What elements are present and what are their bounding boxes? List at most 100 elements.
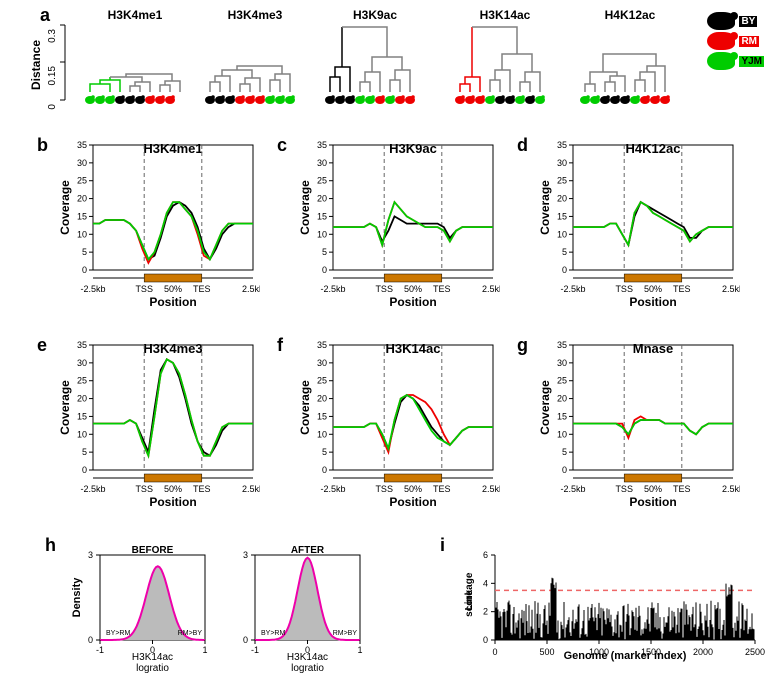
svg-text:4: 4 <box>483 578 488 588</box>
svg-text:BY>RM: BY>RM <box>106 630 130 637</box>
panel-e-label: e <box>37 335 47 356</box>
svg-text:50%: 50% <box>644 284 662 294</box>
svg-text:TES: TES <box>193 484 211 494</box>
svg-text:35: 35 <box>77 340 87 350</box>
density-after: AFTER03-101BY>RMRM>BYH3K14aclogratio <box>225 545 385 695</box>
svg-text:AFTER: AFTER <box>291 545 325 556</box>
svg-text:15: 15 <box>77 411 87 421</box>
svg-text:10: 10 <box>317 229 327 239</box>
svg-text:5: 5 <box>322 247 327 257</box>
svg-text:5: 5 <box>562 447 567 457</box>
svg-text:TSS: TSS <box>375 484 393 494</box>
svg-text:50%: 50% <box>404 284 422 294</box>
svg-text:Coverage: Coverage <box>58 180 72 235</box>
svg-text:-2.5kb: -2.5kb <box>560 484 585 494</box>
dendrogram-3 <box>450 22 560 117</box>
svg-text:10: 10 <box>77 229 87 239</box>
svg-text:TES: TES <box>433 284 451 294</box>
dendrogram-0 <box>80 22 190 117</box>
svg-text:2.5kb: 2.5kb <box>242 484 260 494</box>
svg-text:6: 6 <box>483 550 488 560</box>
svg-text:-1: -1 <box>96 645 104 655</box>
dendro-title-3: H3K14ac <box>455 8 555 22</box>
svg-text:0: 0 <box>322 465 327 475</box>
svg-text:0.3: 0.3 <box>47 29 58 43</box>
svg-text:30: 30 <box>77 158 87 168</box>
dendrogram-2 <box>320 22 430 117</box>
svg-text:H3K4me3: H3K4me3 <box>143 341 202 356</box>
svg-text:15: 15 <box>77 211 87 221</box>
panel-g-label: g <box>517 335 528 356</box>
svg-text:20: 20 <box>77 194 87 204</box>
svg-text:H4K12ac: H4K12ac <box>626 141 681 156</box>
svg-text:0.15: 0.15 <box>47 66 58 86</box>
svg-text:3: 3 <box>243 550 248 560</box>
svg-text:Position: Position <box>149 495 196 509</box>
svg-text:0: 0 <box>82 265 87 275</box>
svg-text:Position: Position <box>389 295 436 309</box>
svg-text:2000: 2000 <box>693 647 713 657</box>
svg-text:RM>BY: RM>BY <box>178 630 203 637</box>
strain-legend: BY RM YJM <box>707 12 764 72</box>
svg-text:0: 0 <box>322 265 327 275</box>
svg-text:H3K14ac: H3K14ac <box>386 341 441 356</box>
svg-text:0: 0 <box>47 104 58 110</box>
svg-text:30: 30 <box>317 358 327 368</box>
svg-text:5: 5 <box>82 247 87 257</box>
dendro-title-4: H4K12ac <box>580 8 680 22</box>
svg-text:25: 25 <box>557 176 567 186</box>
svg-text:35: 35 <box>557 140 567 150</box>
coverage-plot-b: bH3K4me105101520253035Coverage-2.5kbTSS5… <box>55 135 260 330</box>
svg-text:Position: Position <box>389 495 436 509</box>
svg-text:20: 20 <box>77 394 87 404</box>
svg-text:RM>BY: RM>BY <box>333 630 358 637</box>
svg-text:-2.5kb: -2.5kb <box>80 484 105 494</box>
svg-text:35: 35 <box>557 340 567 350</box>
svg-text:20: 20 <box>317 194 327 204</box>
svg-text:H3K9ac: H3K9ac <box>389 141 437 156</box>
svg-text:30: 30 <box>557 158 567 168</box>
svg-text:0: 0 <box>562 265 567 275</box>
coverage-plot-g: gMnase05101520253035Coverage-2.5kbTSS50%… <box>535 335 740 530</box>
panel-h-label: h <box>45 535 56 556</box>
svg-text:logratio: logratio <box>136 663 169 674</box>
svg-text:H3K14ac: H3K14ac <box>287 652 328 663</box>
svg-text:10: 10 <box>557 229 567 239</box>
svg-text:BY>RM: BY>RM <box>261 630 285 637</box>
svg-text:0: 0 <box>562 465 567 475</box>
svg-text:10: 10 <box>77 429 87 439</box>
svg-text:35: 35 <box>317 340 327 350</box>
yjm-icon <box>707 52 735 70</box>
svg-text:25: 25 <box>77 376 87 386</box>
svg-text:-2.5kb: -2.5kb <box>320 284 345 294</box>
svg-text:Mnase: Mnase <box>633 341 673 356</box>
svg-text:TSS: TSS <box>615 284 633 294</box>
svg-text:H3K14ac: H3K14ac <box>132 652 173 663</box>
svg-text:35: 35 <box>77 140 87 150</box>
coverage-plot-c: cH3K9ac05101520253035Coverage-2.5kbTSS50… <box>295 135 500 330</box>
svg-text:BEFORE: BEFORE <box>132 545 174 556</box>
linkage-plot: 024605001000150020002500LinkagescoreGeno… <box>460 545 784 695</box>
svg-text:-2.5kb: -2.5kb <box>560 284 585 294</box>
yjm-label: YJM <box>739 56 764 67</box>
coverage-plot-f: fH3K14ac05101520253035Coverage-2.5kbTSS5… <box>295 335 500 530</box>
svg-text:50%: 50% <box>164 284 182 294</box>
dendrogram-4 <box>575 22 685 117</box>
svg-text:2500: 2500 <box>745 647 765 657</box>
panel-i-label: i <box>440 535 445 556</box>
svg-text:50%: 50% <box>644 484 662 494</box>
rm-label: RM <box>739 36 759 47</box>
rm-icon <box>707 32 735 50</box>
svg-text:30: 30 <box>557 358 567 368</box>
svg-text:Distance: Distance <box>30 40 43 90</box>
svg-text:TSS: TSS <box>615 484 633 494</box>
svg-text:0: 0 <box>492 647 497 657</box>
coverage-plot-e: eH3K4me305101520253035Coverage-2.5kbTSS5… <box>55 335 260 530</box>
svg-text:15: 15 <box>317 411 327 421</box>
svg-text:Coverage: Coverage <box>58 380 72 435</box>
svg-text:2.5kb: 2.5kb <box>482 284 500 294</box>
svg-text:2.5kb: 2.5kb <box>722 284 740 294</box>
dendro-title-2: H3K9ac <box>325 8 425 22</box>
svg-text:2: 2 <box>483 607 488 617</box>
svg-text:15: 15 <box>557 211 567 221</box>
